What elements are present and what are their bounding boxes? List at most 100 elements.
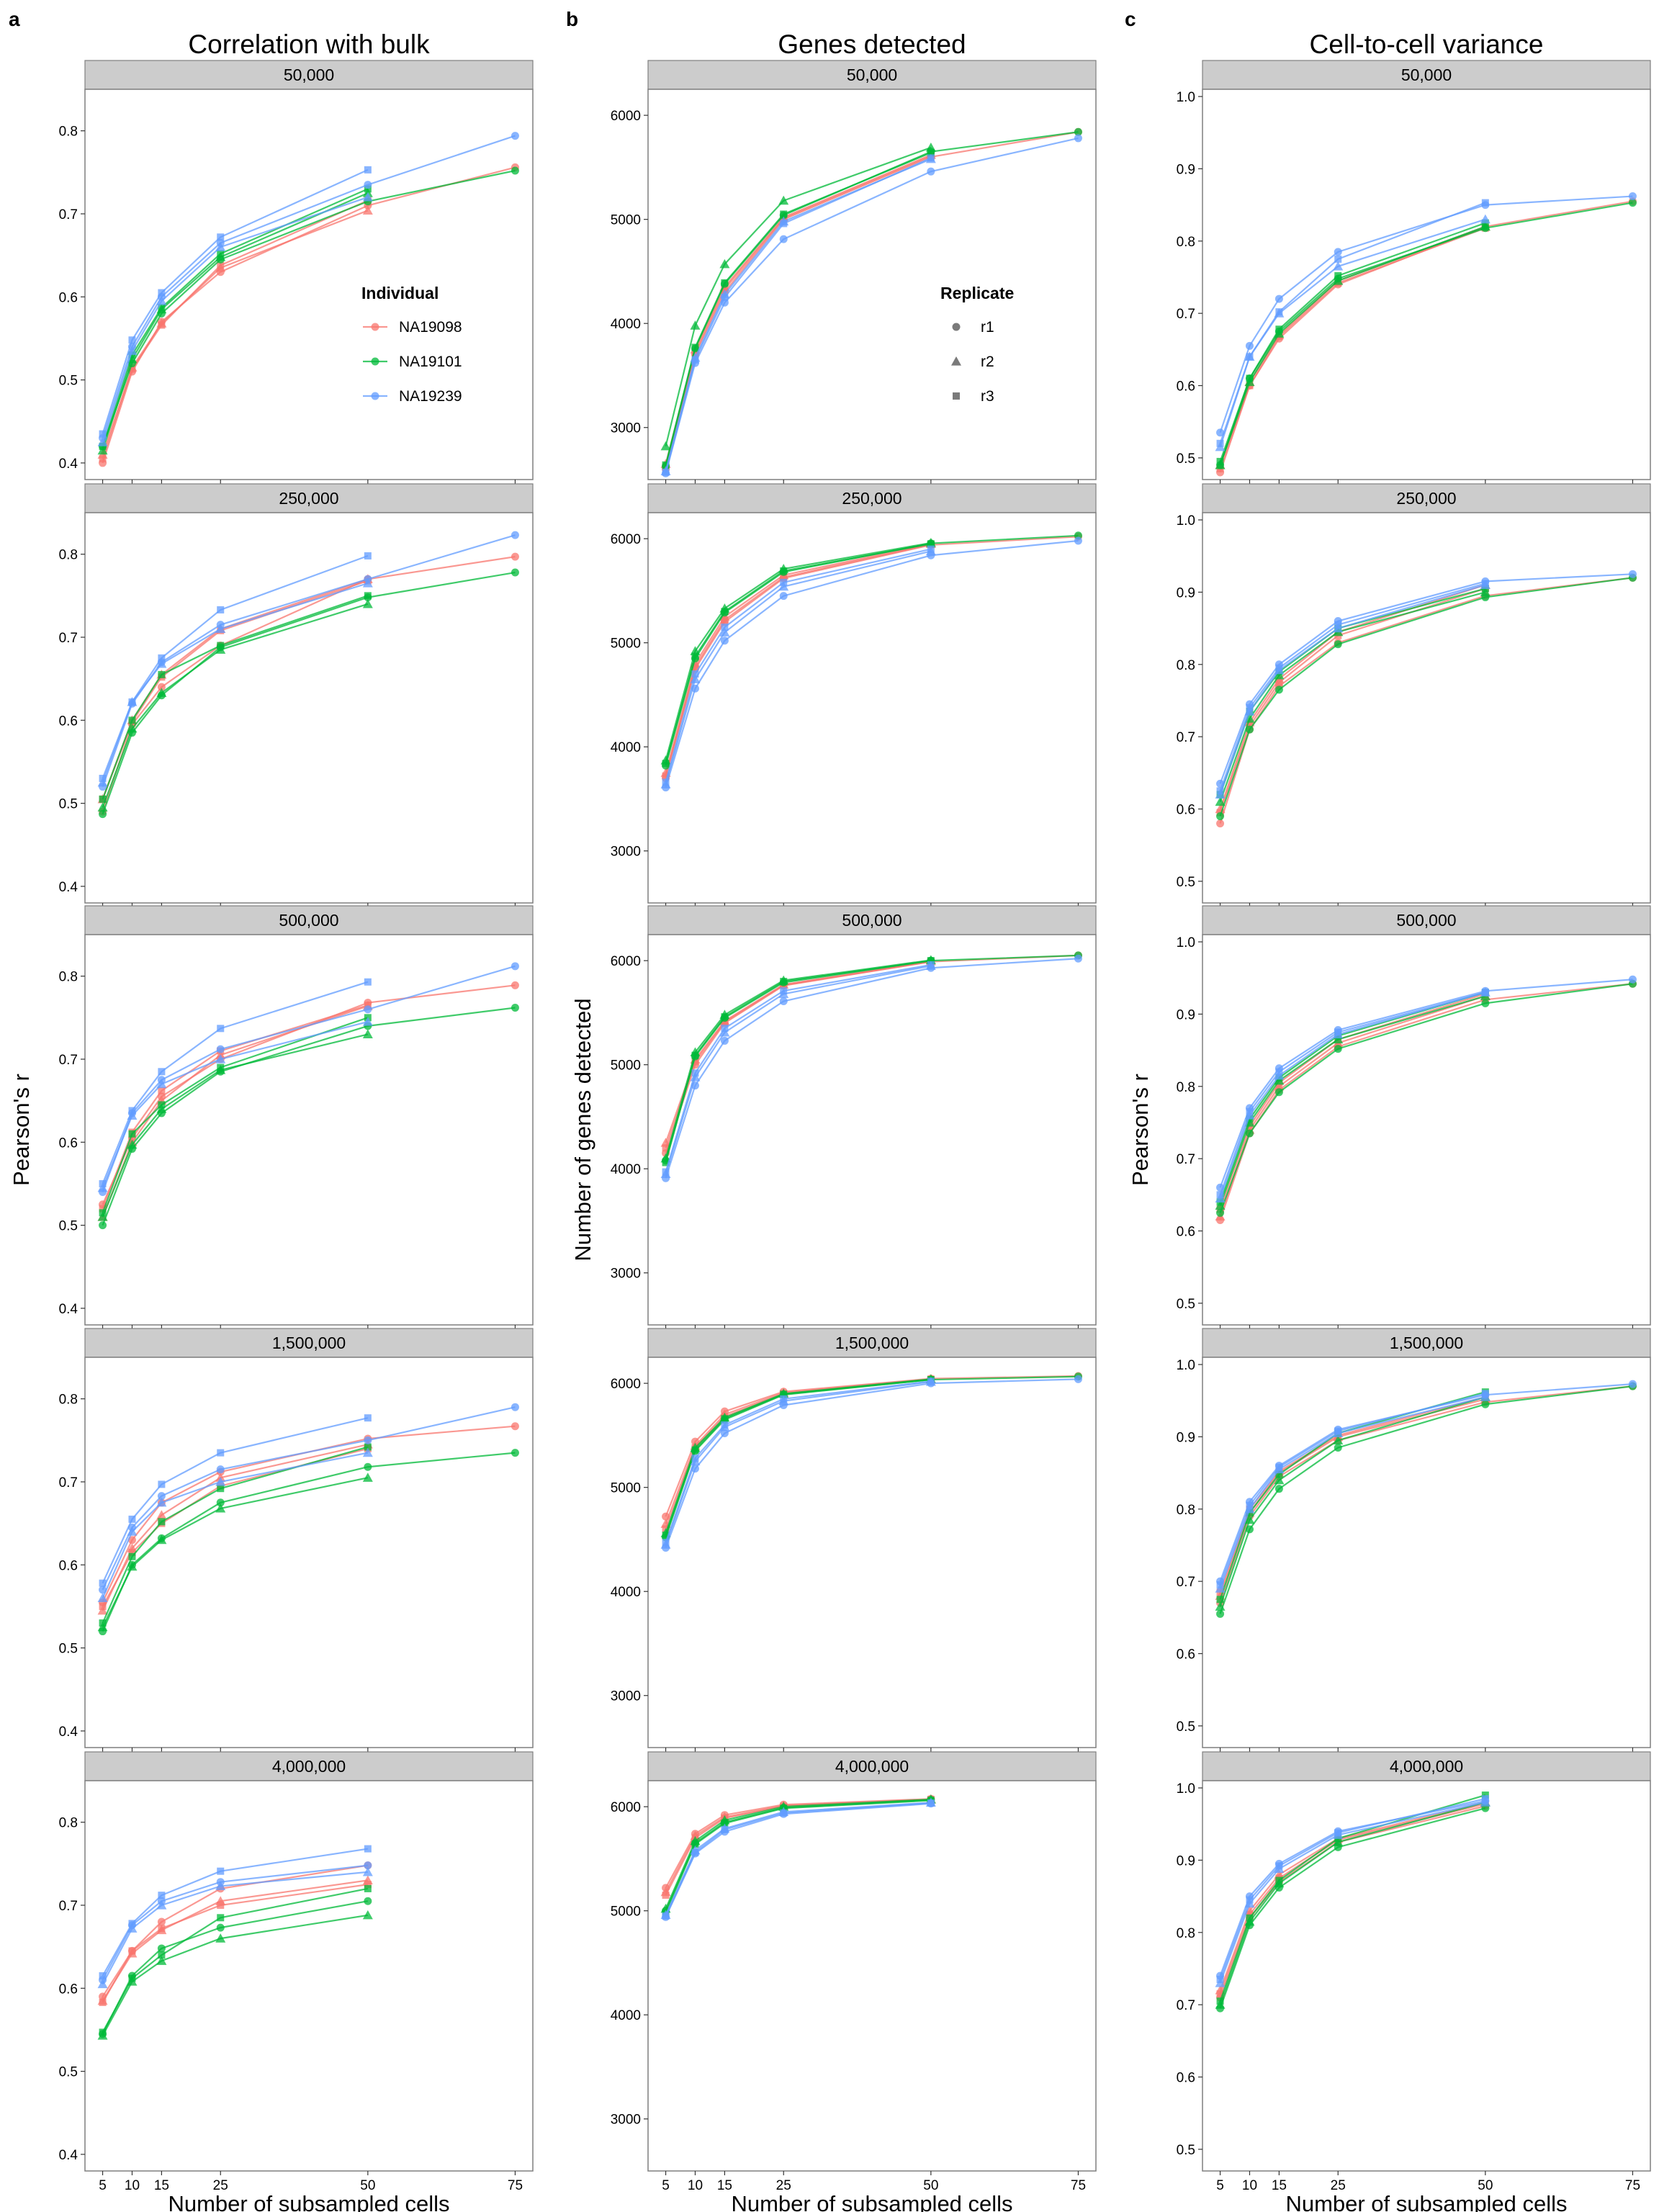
- panel-letter: b: [566, 8, 578, 30]
- data-point: [662, 468, 670, 476]
- data-point: [217, 1914, 225, 1922]
- y-tick-label: 0.5: [1177, 875, 1195, 890]
- data-point: [99, 1205, 107, 1213]
- data-point: [215, 242, 226, 251]
- data-point: [1275, 664, 1283, 672]
- facet-strip: [647, 1751, 1097, 1781]
- data-point: [721, 1025, 729, 1033]
- data-point: [1216, 1191, 1224, 1199]
- x-tick-label: 75: [1071, 2178, 1086, 2193]
- data-point: [97, 445, 108, 455]
- plot-area: [84, 1357, 534, 1748]
- legend-swatch-point: [371, 392, 379, 400]
- data-point: [364, 1436, 372, 1444]
- legend-label: NA19239: [399, 388, 462, 405]
- data-point: [780, 987, 788, 995]
- y-tick-label: 3000: [611, 2113, 641, 2128]
- data-point: [721, 616, 729, 624]
- data-point: [719, 258, 730, 269]
- data-point: [156, 296, 167, 305]
- data-point: [158, 1518, 166, 1526]
- legend-swatch-point: [371, 357, 379, 366]
- data-point: [1246, 1914, 1254, 1922]
- data-point: [1216, 439, 1224, 447]
- plot-area: [647, 1357, 1097, 1748]
- data-point: [158, 1951, 166, 1959]
- data-point: [215, 644, 226, 654]
- data-point: [1275, 308, 1283, 316]
- data-point: [156, 1956, 167, 1965]
- data-point: [927, 1377, 935, 1385]
- facet-panel: 50,000 0.4 0.5 0.6 0.7 0.8: [59, 60, 534, 484]
- y-tick-label: 1.0: [1177, 90, 1195, 105]
- plot-area: [1202, 512, 1651, 904]
- data-point: [691, 1455, 699, 1462]
- data-point: [128, 716, 136, 724]
- data-point: [127, 1561, 138, 1571]
- legend: Replicate r1 r2 r3: [940, 284, 1014, 405]
- series-line: [102, 166, 516, 464]
- data-point: [156, 1899, 167, 1910]
- facet-strip: [1202, 905, 1651, 935]
- y-tick-label: 5000: [611, 1058, 641, 1074]
- data-point: [97, 1593, 108, 1603]
- y-tick-label: 0.8: [1177, 1080, 1195, 1095]
- data-point: [691, 1848, 699, 1856]
- data-point: [1074, 536, 1082, 545]
- panel-letter: a: [9, 8, 20, 30]
- facet-strip-label: 1,500,000: [1390, 1334, 1463, 1352]
- y-tick-label: 0.7: [1177, 730, 1195, 745]
- facet-panel: 500,000 3000 4000 5000 6000: [611, 905, 1097, 1329]
- data-point: [99, 1579, 107, 1587]
- facet-panel: 500,000 0.4 0.5 0.6 0.7 0.8: [59, 905, 534, 1329]
- data-point: [780, 210, 788, 218]
- data-point: [127, 346, 138, 355]
- y-axis-title: Pearson's r: [9, 1074, 34, 1186]
- data-point: [128, 1974, 136, 1982]
- data-point: [1481, 580, 1489, 588]
- data-point: [1215, 1601, 1226, 1611]
- data-point: [1628, 192, 1637, 201]
- facet-panel: 50,000 0.5 0.6 0.7 0.8 0.9 1.0: [1177, 60, 1651, 484]
- y-tick-label: 0.6: [1177, 1647, 1195, 1663]
- facet-panel: 4,000,000 0.5 0.6 0.7 0.8 0.9 1.0 5 10 15 25 50 75: [1177, 1751, 1651, 2193]
- data-point: [364, 1845, 372, 1853]
- data-point: [1333, 275, 1344, 285]
- data-point: [1481, 999, 1490, 1007]
- legend: Individual NA19098 NA19101 NA19239: [361, 284, 462, 405]
- data-point: [215, 1933, 226, 1943]
- x-tick-label: 50: [360, 2178, 375, 2193]
- data-point: [1275, 1876, 1283, 1884]
- data-point: [1334, 640, 1342, 649]
- data-point: [1275, 1470, 1283, 1478]
- data-point: [217, 1064, 225, 1071]
- legend-label: NA19098: [399, 319, 462, 336]
- y-tick-label: 1.0: [1177, 513, 1195, 529]
- facet-strip: [84, 60, 534, 90]
- x-tick-label: 50: [1478, 2178, 1493, 2193]
- data-point: [1274, 1088, 1283, 1097]
- series-line: [102, 135, 516, 439]
- data-point: [691, 349, 699, 356]
- data-point: [927, 1799, 935, 1807]
- data-point: [511, 1003, 519, 1012]
- data-point: [780, 1395, 788, 1403]
- data-point: [215, 1476, 226, 1486]
- y-tick-label: 0.6: [59, 1558, 78, 1573]
- y-tick-label: 0.6: [1177, 2071, 1195, 2086]
- x-tick-label: 50: [923, 2178, 938, 2193]
- y-tick-label: 3000: [611, 1689, 641, 1704]
- y-tick-label: 0.5: [1177, 1297, 1195, 1312]
- data-point: [215, 1503, 226, 1513]
- data-point: [1216, 1976, 1224, 1984]
- data-point: [158, 1480, 166, 1488]
- legend-title: Individual: [361, 284, 439, 302]
- x-tick-label: 15: [1272, 2178, 1287, 2193]
- facet-panel: 50,000 3000 4000 5000 6000: [611, 60, 1097, 484]
- facet-strip: [647, 483, 1097, 513]
- y-tick-label: 0.7: [59, 1475, 78, 1491]
- series-line: [1219, 1385, 1633, 1604]
- series-line: [1219, 983, 1633, 1213]
- plot-area: [84, 934, 534, 1326]
- facet-strip: [84, 483, 534, 513]
